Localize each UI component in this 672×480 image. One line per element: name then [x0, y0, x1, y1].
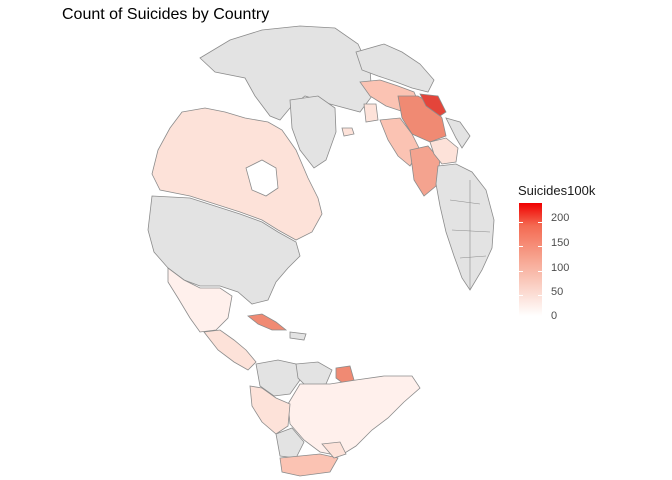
legend-color-bar	[519, 203, 542, 316]
region-balkans	[429, 137, 459, 165]
region-caribbean	[289, 331, 307, 341]
legend-title: Suicides100k	[518, 183, 596, 198]
region-central-america	[203, 329, 257, 371]
legend-tick-mark	[538, 246, 542, 247]
region-canada	[151, 107, 323, 241]
region-colombia	[255, 359, 301, 397]
chart-title: Count of Suicides by Country	[62, 6, 270, 23]
region-middle-east	[445, 117, 471, 149]
region-iceland	[341, 127, 355, 137]
region-russia	[355, 43, 435, 93]
legend-tick-mark	[519, 222, 523, 223]
region-mexico	[167, 267, 233, 333]
legend-tick-mark	[538, 295, 542, 296]
legend-tick-mark	[538, 222, 542, 223]
region-greenland	[199, 25, 373, 121]
region-bolivia	[275, 427, 305, 459]
region-argentina	[279, 453, 339, 477]
legend-tick-mark	[519, 271, 523, 272]
region-peru	[249, 385, 291, 435]
legend-tick-label: 0	[551, 310, 558, 322]
region-hudson-bay	[245, 159, 279, 197]
legend-tick-label: 50	[551, 286, 564, 298]
legend-tick-mark	[538, 271, 542, 272]
region-africa	[435, 163, 495, 291]
legend-tick-label: 200	[551, 212, 570, 224]
region-uruguay	[321, 441, 347, 459]
region-cuba	[247, 313, 288, 331]
region-africa-borders	[449, 180, 491, 290]
legend-tick-label: 150	[551, 237, 570, 249]
region-greenland	[289, 95, 337, 169]
region-uk	[363, 103, 379, 123]
legend-tick-mark	[519, 246, 523, 247]
legend-tick-mark	[519, 295, 523, 296]
region-venezuela	[295, 361, 333, 387]
region-brazil	[287, 375, 421, 457]
legend-tick-label: 100	[551, 262, 570, 274]
region-baltic	[419, 93, 447, 117]
